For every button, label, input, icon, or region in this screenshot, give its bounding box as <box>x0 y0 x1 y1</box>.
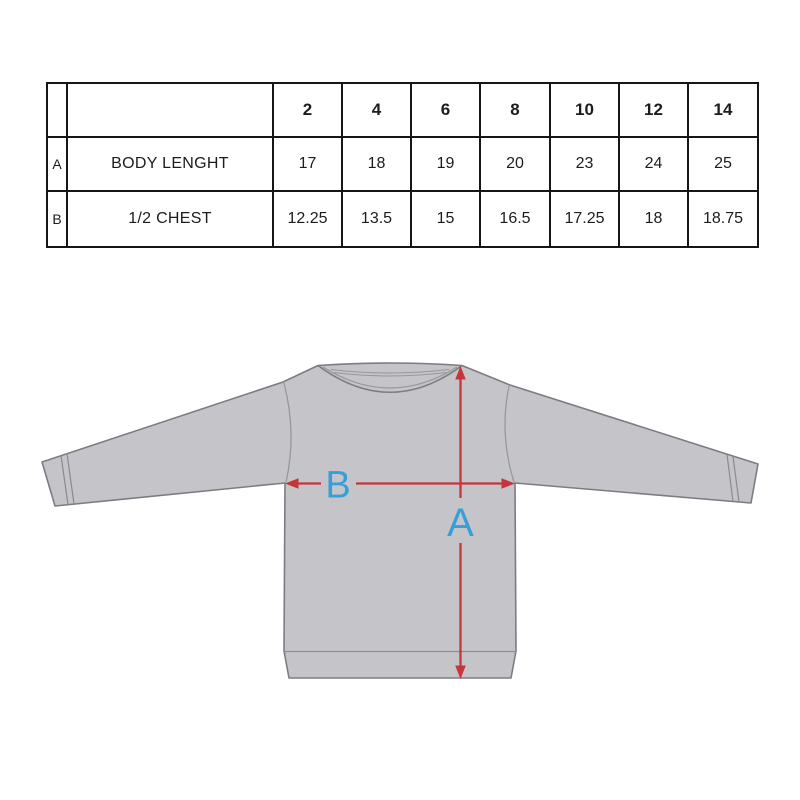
row-key-cell: A <box>46 136 68 192</box>
size-value-cell: 16.5 <box>479 190 551 248</box>
left-cuff-seam <box>66 453 75 505</box>
corner-cell <box>46 82 68 138</box>
sweatshirt-silhouette <box>41 362 759 679</box>
collar-outer-curve <box>317 364 463 393</box>
body-length-arrow: A <box>447 366 474 679</box>
left-armhole-seam <box>283 382 292 483</box>
arrowhead-down-icon <box>455 665 466 679</box>
size-value-cell: 12.25 <box>272 190 343 248</box>
corner-cell <box>66 82 274 138</box>
arrowhead-left-icon <box>285 478 299 489</box>
right-cuff-seam <box>732 456 740 503</box>
collar-back-seam <box>330 368 450 374</box>
body-length-label: A <box>447 501 474 545</box>
size-value-cell: 13.5 <box>341 190 412 248</box>
right-armhole-seam <box>504 385 515 483</box>
size-header-cell: 14 <box>687 82 759 138</box>
size-value-cell: 17 <box>272 136 343 192</box>
sweatshirt-illustration <box>41 362 759 679</box>
size-value-cell: 23 <box>549 136 620 192</box>
size-value-cell: 17.25 <box>549 190 620 248</box>
measurement-name-cell: 1/2 CHEST <box>66 190 274 248</box>
left-cuff-seam <box>60 455 69 505</box>
arrowhead-right-icon <box>501 478 515 489</box>
size-header-cell: 2 <box>272 82 343 138</box>
size-chart-table: 2 4 6 8 10 12 14 A BODY LENGHT 17 18 19 … <box>46 82 759 248</box>
arrowhead-up-icon <box>455 366 466 380</box>
half-chest-arrow: B <box>285 465 515 507</box>
size-header-cell: 6 <box>410 82 481 138</box>
size-header-cell: 8 <box>479 82 551 138</box>
table-header-row: 2 4 6 8 10 12 14 <box>46 82 759 138</box>
row-key-cell: B <box>46 190 68 248</box>
measurement-arrows: A B <box>285 366 515 679</box>
table-row-body-length: A BODY LENGHT 17 18 19 20 23 24 25 <box>46 136 759 192</box>
size-header-cell: 4 <box>341 82 412 138</box>
size-value-cell: 18 <box>618 190 689 248</box>
size-header-cell: 12 <box>618 82 689 138</box>
right-cuff-seam <box>726 454 734 502</box>
size-value-cell: 15 <box>410 190 481 248</box>
collar-back-seam <box>333 371 447 377</box>
size-value-cell: 18 <box>341 136 412 192</box>
measurement-name-cell: BODY LENGHT <box>66 136 274 192</box>
half-chest-label: B <box>325 465 350 507</box>
size-value-cell: 20 <box>479 136 551 192</box>
collar-inner-curve <box>322 366 458 389</box>
size-value-cell: 25 <box>687 136 759 192</box>
size-header-cell: 10 <box>549 82 620 138</box>
size-value-cell: 18.75 <box>687 190 759 248</box>
size-value-cell: 24 <box>618 136 689 192</box>
table-row-half-chest: B 1/2 CHEST 12.25 13.5 15 16.5 17.25 18 … <box>46 190 759 248</box>
size-value-cell: 19 <box>410 136 481 192</box>
